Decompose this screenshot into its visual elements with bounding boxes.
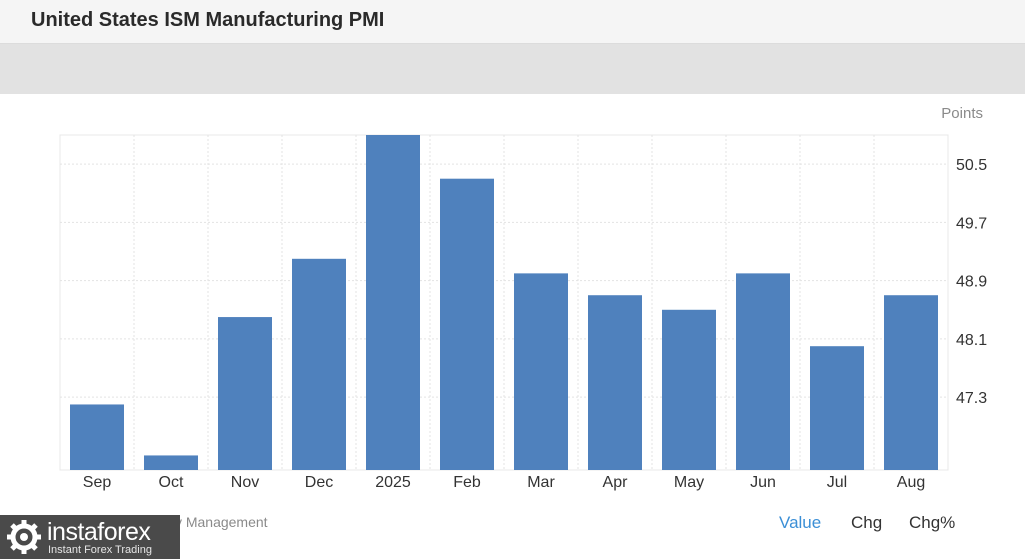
- bar-jun[interactable]: [736, 273, 790, 470]
- bar-jul[interactable]: [810, 346, 864, 470]
- bar-mar[interactable]: [514, 273, 568, 470]
- bar-aug[interactable]: [884, 295, 938, 470]
- unit-label: Points: [941, 105, 983, 122]
- bar-dec[interactable]: [292, 258, 346, 470]
- brand-tagline: Instant Forex Trading: [48, 544, 152, 556]
- bar-feb[interactable]: [440, 178, 494, 470]
- x-tick-label: Jun: [750, 474, 776, 491]
- tab-value[interactable]: Value: [779, 513, 822, 532]
- x-tick-label: Nov: [231, 474, 259, 491]
- bar-nov[interactable]: [218, 317, 272, 470]
- y-tick-label: 49.7: [956, 215, 987, 232]
- bar-2025[interactable]: [366, 135, 420, 470]
- x-tick-label: Dec: [305, 474, 333, 491]
- x-tick-label: May: [674, 474, 704, 491]
- y-tick-label: 48.9: [956, 274, 987, 291]
- x-tick-label: Feb: [453, 474, 481, 491]
- x-tick-label: Sep: [83, 474, 112, 491]
- y-tick-label: 50.5: [956, 157, 987, 174]
- brand-logo: instaforex Instant Forex Trading: [0, 515, 180, 559]
- y-axis-labels: 47.3 48.1 48.9 49.7 50.5: [956, 157, 987, 407]
- x-tick-label: Oct: [159, 474, 184, 491]
- bar-apr[interactable]: [588, 295, 642, 470]
- chart-bars: [70, 135, 938, 470]
- bar-chart: 47.3 48.1 48.9 49.7 50.5 Sep Oct Nov Dec 2025 Feb…: [59, 105, 987, 491]
- x-tick-label: Mar: [527, 474, 555, 491]
- tab-chg-percent[interactable]: Chg%: [909, 513, 956, 532]
- bar-oct[interactable]: [144, 455, 198, 470]
- brand-gear-icon: [7, 520, 41, 554]
- page-title: United States ISM Manufacturing PMI: [31, 9, 385, 31]
- tab-chg[interactable]: Chg: [851, 513, 883, 532]
- y-tick-label: 47.3: [956, 390, 987, 407]
- brand-name: instaforex: [47, 518, 151, 546]
- x-tick-label: 2025: [375, 474, 411, 491]
- x-tick-label: Apr: [603, 474, 629, 491]
- bar-may[interactable]: [662, 309, 716, 470]
- bar-sep[interactable]: [70, 404, 124, 470]
- toolbar-band: [0, 44, 1025, 94]
- x-tick-label: Aug: [897, 474, 925, 491]
- x-tick-label: Jul: [827, 474, 847, 491]
- y-tick-label: 48.1: [956, 332, 987, 349]
- chart-grid: [59, 134, 949, 471]
- x-axis-labels: Sep Oct Nov Dec 2025 Feb Mar Apr May Jun Jul Aug: [83, 474, 925, 491]
- title-bar: United States ISM Manufacturing PMI: [0, 0, 1025, 44]
